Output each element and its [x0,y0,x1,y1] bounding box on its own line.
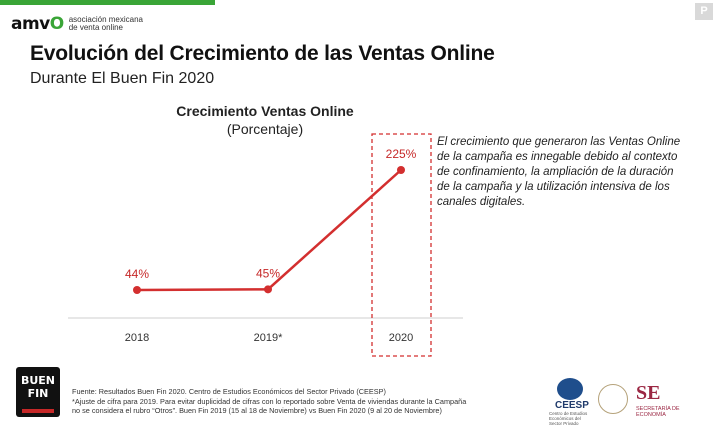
page-title: Evolución del Crecimiento de las Ventas … [30,42,495,65]
chart-title: Crecimiento Ventas Online [176,103,354,119]
chart-subtitle: (Porcentaje) [226,121,304,137]
buen-fin-logo: BUEN FIN [16,367,60,417]
value-label-2019*: 45% [256,266,280,280]
logo-text: asociación mexicana de venta online [69,16,143,32]
seal-icon [598,384,628,414]
buen-fin-strip [22,409,54,413]
logo-mark-accent: O [49,14,64,34]
data-point-2020 [397,166,405,174]
ceesp-logo: CEESP Centro de Estudios Económicos del … [545,378,595,426]
globe-icon [557,378,583,400]
value-label-2018: 44% [125,267,149,281]
logo-line-1: asociación mexicana [68,15,143,24]
source-line-1: Fuente: Resultados Buen Fin 2020. Centro… [72,387,386,396]
page-badge: P [695,3,713,20]
data-point-2019* [264,285,272,294]
buen-fin-line-1: BUEN [20,374,56,387]
page-subtitle: Durante El Buen Fin 2020 [30,70,215,87]
amvo-logo: amvO asociación mexicana de venta online [11,14,143,34]
logo-line-2: de venta online [68,23,123,32]
x-tick-2019*: 2019* [254,332,283,344]
ceesp-name: CEESP [555,400,589,411]
se-sub-line-1: SECRETARÍA DE [636,406,680,412]
ceesp-subtitle: Centro de Estudios Económicos del Sector… [549,411,588,426]
buen-fin-line-2: FIN [27,387,49,400]
source-line-2: *Ajuste de cifra para 2019. Para evitar … [72,396,467,406]
se-sub-line-2: ECONOMÍA [636,412,666,418]
chart-note: El crecimiento que generaron las Ventas … [437,136,681,208]
source-line-3: no se considera el rubro “Otros”. Buen F… [72,406,442,415]
highlight-box [371,133,432,357]
se-subtitle: SECRETARÍA DE ECONOMÍA [636,406,696,418]
data-point-2018 [133,286,141,294]
source-note: Fuente: Resultados Buen Fin 2020. Centro… [72,387,542,416]
logo-mark-text: amv [11,14,50,34]
x-tick-2018: 2018 [125,332,149,344]
logo-mark: amvO [11,14,64,34]
top-accent-bar [0,0,215,5]
se-mark: SE [636,382,661,404]
x-tick-2020: 2020 [389,332,413,344]
value-label-2020: 225% [386,147,417,161]
